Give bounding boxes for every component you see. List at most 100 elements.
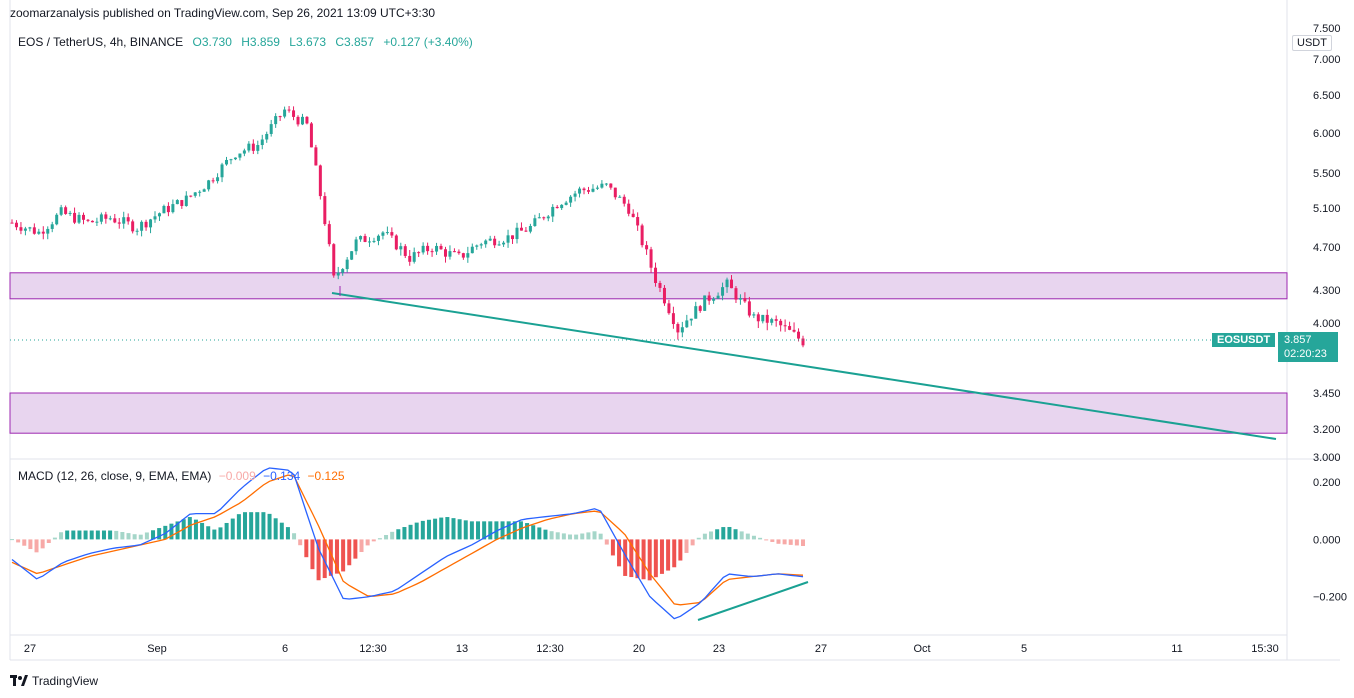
price-candle	[336, 272, 340, 276]
macd-histogram-bar	[770, 539, 775, 542]
price-candle	[117, 222, 121, 224]
macd-histogram-bar	[426, 519, 431, 540]
price-candle	[64, 207, 68, 214]
price-candle	[439, 245, 443, 250]
price-candle	[77, 214, 81, 223]
price-candle	[403, 246, 407, 256]
price-candle	[260, 139, 264, 146]
macd-histogram-bar	[371, 539, 376, 542]
price-tick-label: 4.000	[1313, 318, 1341, 330]
macd-histogram-bar	[267, 513, 272, 540]
price-candle	[493, 238, 497, 246]
time-tick-label: Oct	[913, 643, 930, 655]
price-candle	[341, 269, 345, 273]
macd-histogram-bar	[89, 530, 94, 540]
price-candle	[591, 188, 595, 192]
macd-histogram-bar	[218, 527, 223, 540]
currency-unit-badge[interactable]: USDT	[1292, 35, 1332, 51]
price-candle	[135, 230, 139, 232]
macd-histogram-bar	[782, 539, 787, 545]
time-tick-label: 12:30	[536, 643, 564, 655]
macd-divergence-line	[697, 581, 809, 621]
price-candle	[242, 150, 246, 154]
time-tick-label: 27	[815, 643, 827, 655]
macd-histogram-bar	[40, 539, 45, 549]
price-candle	[394, 235, 398, 250]
price-candle	[542, 217, 546, 219]
macd-histogram-bar	[739, 531, 744, 540]
price-candle	[689, 318, 693, 321]
macd-histogram-bar	[46, 539, 51, 543]
price-candle	[86, 219, 90, 221]
macd-histogram-bar	[518, 521, 523, 540]
price-candle	[671, 313, 675, 325]
price-candle	[470, 246, 474, 254]
price-candle	[216, 177, 220, 182]
macd-signal-line	[11, 474, 804, 606]
support-trendline	[331, 292, 1277, 440]
macd-histogram-bar	[22, 539, 27, 546]
price-candle	[256, 145, 260, 151]
price-candle	[537, 217, 541, 219]
macd-tick-label: −0.200	[1313, 592, 1347, 604]
price-candle	[636, 217, 640, 226]
macd-histogram-bar	[482, 521, 487, 540]
macd-histogram-bar	[224, 522, 229, 540]
price-candle	[82, 214, 86, 220]
price-candle	[573, 193, 577, 197]
price-candle	[251, 143, 255, 151]
macd-histogram-bar	[120, 532, 125, 540]
price-candle	[595, 187, 599, 189]
macd-histogram-bar	[144, 532, 149, 540]
price-candle	[461, 253, 465, 258]
macd-histogram-bar	[598, 533, 603, 540]
macd-histogram-bar	[390, 531, 395, 540]
price-candle	[296, 116, 300, 125]
price-candle	[376, 235, 380, 241]
symbol-title[interactable]: EOS / TetherUS, 4h, BINANCE	[18, 35, 184, 49]
ohlc-open: O3.730	[192, 35, 232, 49]
macd-line	[11, 467, 804, 620]
price-candle	[131, 221, 135, 232]
price-candle	[220, 164, 224, 178]
price-candle	[140, 221, 144, 231]
time-tick-label: 20	[633, 643, 645, 655]
macd-histogram-bar	[396, 529, 401, 540]
price-candle	[162, 205, 166, 214]
price-candle	[662, 287, 666, 304]
macd-histogram-bar	[469, 521, 474, 540]
macd-histogram-bar	[101, 530, 106, 540]
price-candle	[645, 245, 649, 250]
price-candle	[640, 225, 644, 246]
macd-histogram-bar	[555, 532, 560, 540]
macd-histogram-bar	[151, 530, 156, 540]
price-candle	[108, 218, 112, 220]
bar-countdown: 02:20:23	[1284, 348, 1327, 360]
macd-histogram-bar	[531, 525, 536, 540]
price-candle	[104, 214, 108, 219]
price-candle	[756, 314, 760, 322]
macd-histogram-bar	[525, 523, 530, 540]
macd-histogram-bar	[285, 527, 290, 540]
price-candle	[475, 245, 479, 247]
macd-line-value: −0.134	[263, 469, 301, 483]
price-candle	[783, 325, 787, 327]
price-candle	[622, 196, 626, 204]
macd-histogram-bar	[549, 531, 554, 540]
price-tick-label: 7.500	[1313, 23, 1341, 35]
macd-histogram-bar	[506, 521, 511, 540]
price-candle	[685, 320, 689, 328]
price-candle	[354, 239, 358, 252]
price-candle	[479, 244, 483, 246]
macd-title[interactable]: MACD (12, 26, close, 9, EMA, EMA)	[18, 469, 212, 483]
price-candle	[274, 116, 278, 125]
price-tick-label: 3.200	[1313, 424, 1341, 436]
price-candle	[654, 267, 658, 283]
price-candle	[528, 226, 532, 232]
macd-histogram-bar	[445, 517, 450, 540]
price-candle	[99, 214, 103, 222]
price-candle	[430, 251, 434, 253]
price-candle	[729, 279, 733, 289]
footer-brand[interactable]: TradingView	[32, 674, 99, 688]
